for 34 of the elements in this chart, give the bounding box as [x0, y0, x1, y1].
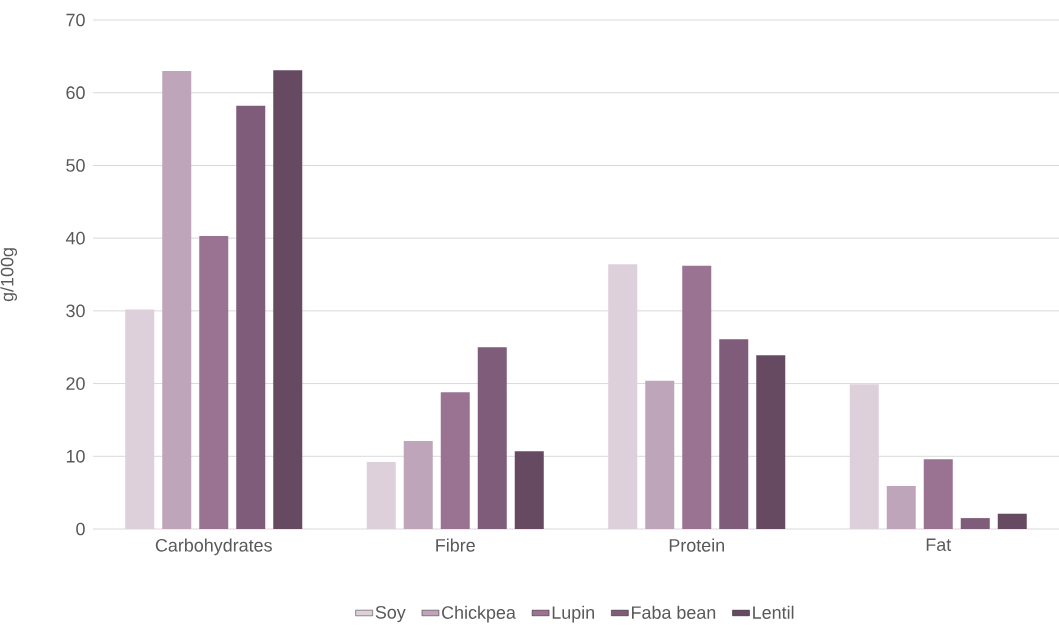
y-tick-label: 20: [66, 377, 85, 390]
y-tick-label: 60: [66, 86, 85, 100]
bar: [682, 265, 712, 529]
legend-label: Faba bean: [632, 605, 716, 619]
bar: [886, 486, 916, 529]
bar: [719, 339, 749, 529]
x-tick-label: Fibre: [436, 538, 475, 552]
bar: [923, 459, 953, 529]
y-tick-label: 30: [66, 304, 85, 318]
bar: [756, 355, 786, 529]
bar: [403, 441, 433, 529]
bar: [477, 347, 507, 529]
legend-label: Lupin: [552, 605, 594, 623]
y-tick-label: 40: [65, 231, 85, 245]
y-tick-label: 70: [66, 13, 85, 27]
x-tick-label: Protein: [669, 538, 724, 552]
bar: [440, 392, 470, 529]
legend-label: Chickpea: [442, 605, 516, 623]
x-tick-label: Carbohydrates: [155, 538, 272, 556]
legend-label: Soy: [375, 605, 406, 623]
x-tick-label: Fat: [926, 538, 952, 552]
y-tick-label: 50: [66, 159, 85, 172]
bar: [236, 105, 266, 529]
legend-label: Lentil: [753, 605, 794, 619]
bar: [960, 518, 990, 529]
bar: [273, 70, 303, 529]
bar: [162, 70, 192, 529]
y-axis-title: g/100g: [0, 248, 18, 302]
y-tick-label: 10: [66, 449, 85, 463]
bar: [514, 451, 544, 529]
bar: [997, 513, 1027, 529]
bar: [645, 380, 675, 529]
bar: [199, 235, 229, 529]
y-tick-label: 0: [76, 522, 85, 536]
